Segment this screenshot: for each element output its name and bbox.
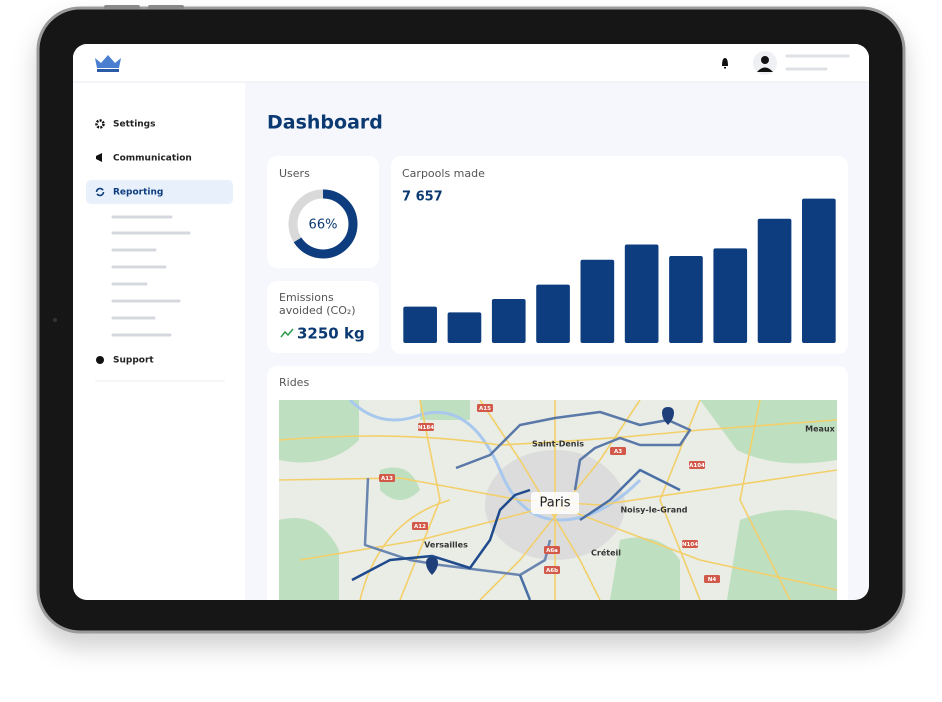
bell-icon[interactable]: [722, 58, 728, 69]
sidebar: [73, 83, 245, 600]
road-label: A13: [381, 476, 393, 482]
map-parks: [279, 400, 837, 600]
bar: [447, 312, 482, 343]
emissions-card: [267, 281, 379, 353]
map-place-label: Paris: [540, 496, 571, 511]
bar: [536, 284, 570, 343]
nav-item[interactable]: Settings: [113, 120, 155, 130]
bar: [802, 198, 836, 343]
tablet-button: [104, 5, 140, 9]
tablet-button: [148, 5, 184, 9]
support-icon: [96, 356, 104, 364]
avatar-body: [757, 67, 773, 72]
card-title: Rides: [279, 376, 309, 389]
card-title: Emissions: [279, 291, 334, 304]
top-bar: [73, 44, 869, 82]
bar: [757, 218, 792, 343]
map-pin[interactable]: [662, 407, 674, 425]
chart-title: Carpools made: [402, 167, 485, 180]
road-label: N104: [682, 542, 698, 548]
reporting-icon: [95, 187, 105, 197]
road-badge: [379, 474, 395, 482]
map-place-label: Noisy-le-Grand: [620, 506, 687, 515]
nav-item[interactable]: Support: [113, 356, 154, 366]
map-place-label: Meaux: [805, 425, 835, 434]
nav-item[interactable]: Communication: [113, 154, 192, 164]
paris-label-bg: [531, 492, 579, 514]
map[interactable]: Saint-Denis Paris Noisy-le-Grand Versailles…: [279, 400, 837, 600]
card-title: Users: [279, 167, 310, 180]
bar: [624, 244, 659, 343]
camera: [53, 318, 57, 322]
road-label: A3: [614, 449, 622, 455]
bar: [491, 299, 526, 343]
active-item-bg[interactable]: [86, 180, 233, 204]
donut-arc: [288, 189, 358, 259]
ride-routes: [351, 410, 692, 600]
road-label: A12: [414, 524, 426, 530]
map-place-label: Versailles: [424, 541, 468, 550]
road-label: N184: [418, 425, 434, 431]
communication-icon: [96, 153, 102, 162]
emissions-value: 3250 kg: [297, 325, 365, 343]
nav-item[interactable]: Reporting: [113, 188, 163, 198]
road-label: A6b: [546, 568, 558, 574]
road-badge: [544, 546, 560, 554]
chart-subtitle: 7 657: [402, 190, 443, 205]
road-badge: [689, 461, 705, 469]
page-title: Dashboard: [267, 112, 383, 134]
road-label: A15: [479, 406, 491, 412]
bar: [713, 248, 748, 343]
donut-label: 66%: [309, 218, 338, 233]
bar: [580, 259, 615, 343]
road-label: A6a: [546, 548, 558, 554]
road-badge: [682, 540, 698, 548]
road-badge: [418, 423, 434, 431]
card-title: avoided (CO₂): [279, 304, 356, 317]
map-pin[interactable]: [426, 557, 438, 575]
sub-menu-placeholders: [111, 215, 191, 337]
road-badge: [704, 575, 720, 583]
road-badge: [477, 404, 493, 412]
bar: [669, 255, 703, 343]
road-label: A104: [689, 463, 705, 469]
avatar-head: [761, 56, 769, 64]
bar: [403, 306, 437, 343]
settings-icon: [95, 119, 105, 129]
screen: Settings Communication Reporting Support…: [73, 44, 869, 600]
logo[interactable]: [95, 55, 121, 68]
trend-icon: [280, 328, 294, 338]
logo-base: [97, 69, 119, 72]
map-place-label: Saint-Denis: [532, 440, 584, 449]
map-place-label: Créteil: [591, 548, 621, 558]
road-label: N4: [708, 577, 717, 583]
road-badge: [412, 522, 428, 530]
road-badge: [610, 447, 626, 455]
road-badge: [544, 566, 560, 574]
